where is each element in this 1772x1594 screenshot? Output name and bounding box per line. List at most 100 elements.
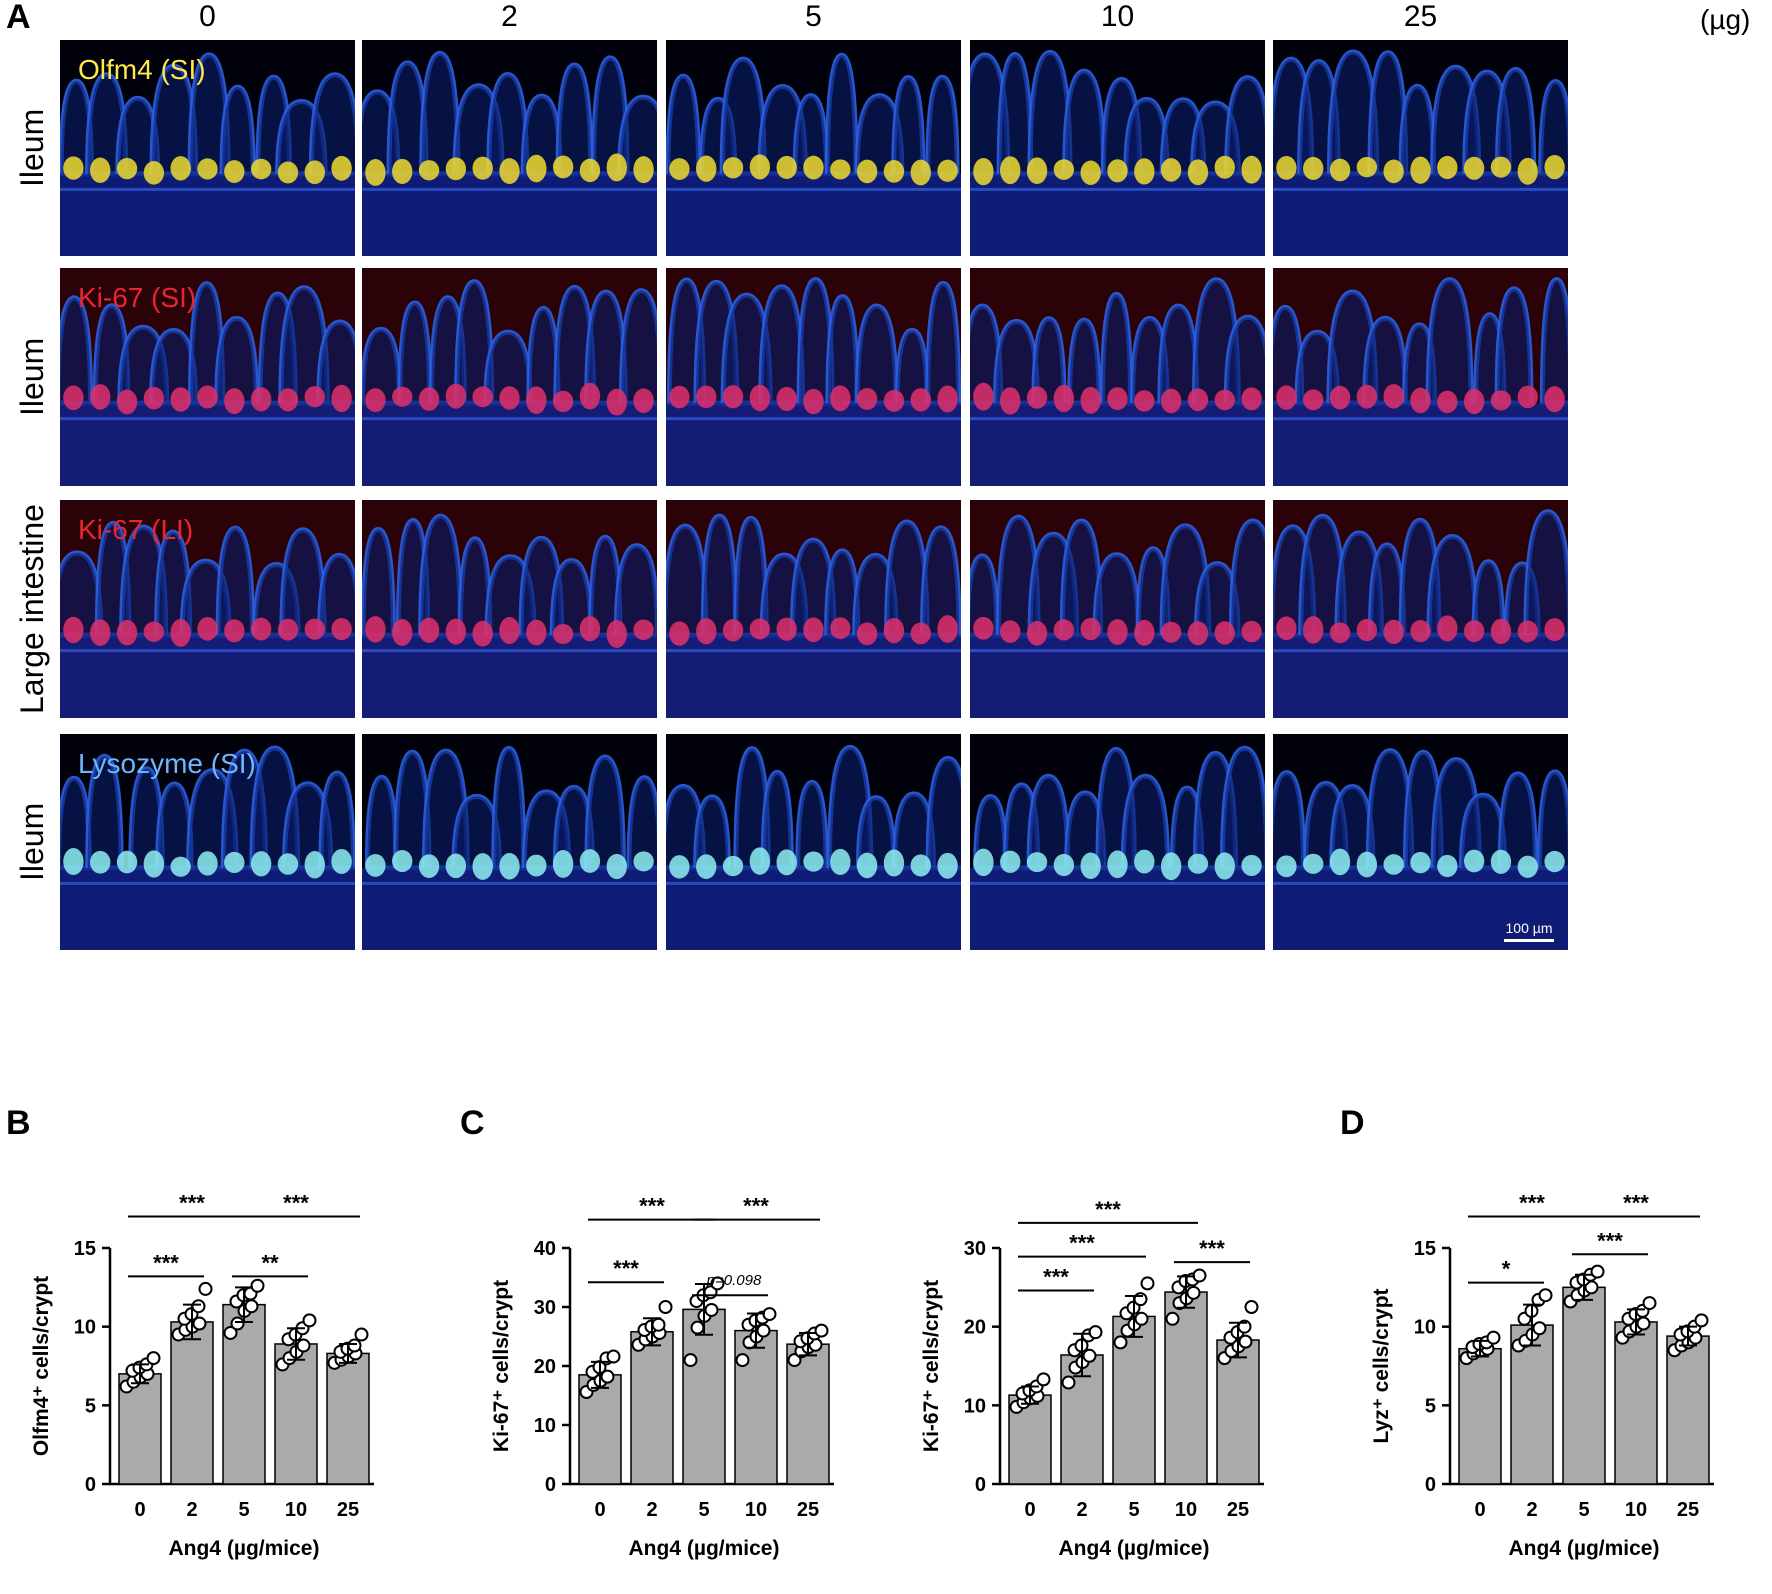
y-tick-label: 0 xyxy=(1425,1474,1436,1496)
y-tick-label: 5 xyxy=(85,1395,96,1417)
data-point xyxy=(1186,1285,1201,1300)
x-tick-label: 25 xyxy=(1677,1499,1699,1521)
y-tick-label: 10 xyxy=(534,1415,556,1437)
x-tick-label: 2 xyxy=(186,1499,197,1521)
x-tick-label: 10 xyxy=(1175,1499,1197,1521)
data-point xyxy=(296,1338,311,1353)
data-point xyxy=(1165,1311,1180,1326)
micrograph-tile: Olfm4 (SI) xyxy=(60,40,355,256)
data-point xyxy=(1192,1268,1207,1283)
x-tick-label: 10 xyxy=(1625,1499,1647,1521)
tissue-image xyxy=(60,745,355,950)
data-point xyxy=(704,1302,719,1317)
micrograph-tile xyxy=(362,40,657,256)
bar xyxy=(786,1343,830,1485)
chart-b: 0 5 10 15 Olfm4⁺ cells/crypt 0 2 5 10 25 Ang4 (µg/… xyxy=(0,1100,440,1594)
bar xyxy=(1562,1286,1606,1485)
significance-label: *** xyxy=(283,1191,309,1216)
y-tick-label: 0 xyxy=(545,1474,556,1496)
data-point xyxy=(146,1351,161,1366)
data-point xyxy=(354,1327,369,1342)
tissue-image xyxy=(362,279,657,486)
data-point xyxy=(1036,1372,1051,1387)
error-bar xyxy=(1177,1275,1195,1309)
tissue-image xyxy=(970,277,1265,486)
data-point xyxy=(1113,1335,1128,1350)
error-bar xyxy=(1627,1308,1645,1336)
micrograph-tile xyxy=(666,40,961,256)
bar xyxy=(1164,1291,1208,1485)
data-point xyxy=(1244,1300,1259,1314)
y-tick-label: 20 xyxy=(964,1317,986,1339)
x-tick-label: 25 xyxy=(1227,1499,1249,1521)
tissue-image xyxy=(362,513,657,718)
x-tick-label: 0 xyxy=(1474,1499,1485,1521)
significance-label: *** xyxy=(179,1191,205,1216)
y-tick-label: 10 xyxy=(1414,1317,1436,1339)
y-tick-label: 10 xyxy=(964,1395,986,1417)
chart-d: 0 5 10 15 Lyz⁺ cells/crypt 0 2 5 10 25 Ang4 (µg/mi… xyxy=(1340,1100,1772,1594)
x-tick-label: 25 xyxy=(337,1499,359,1521)
tissue-image xyxy=(60,52,355,256)
y-tick-label: 20 xyxy=(534,1356,556,1378)
error-bar xyxy=(235,1286,253,1323)
data-point xyxy=(1133,1292,1148,1307)
x-tick-label: 0 xyxy=(1024,1499,1035,1521)
y-tick-label: 10 xyxy=(74,1317,96,1339)
tissue-image xyxy=(1273,509,1568,718)
micrograph-tile xyxy=(1273,500,1568,718)
row-label: Large intestine xyxy=(14,504,50,714)
y-tick-label: 30 xyxy=(534,1297,556,1319)
data-point xyxy=(762,1307,777,1322)
tissue-image xyxy=(666,277,961,486)
micrograph-tile xyxy=(362,268,657,486)
y-tick-label: 30 xyxy=(964,1238,986,1260)
chart-c-left: 0 10 20 30 40 Ki-67⁺ cells/crypt 0 2 5 10 25 Ang4 (… xyxy=(460,1100,890,1594)
x-tick-label: 5 xyxy=(1578,1499,1589,1521)
dose-label: 0 xyxy=(199,0,216,33)
micrograph-tile xyxy=(666,734,961,950)
dose-label: 5 xyxy=(805,0,822,33)
dose-unit-label: (µg) xyxy=(1700,4,1751,35)
error-bar xyxy=(799,1331,817,1357)
x-axis-label: Ang4 (µg/mice) xyxy=(629,1537,780,1560)
y-tick-label: 0 xyxy=(85,1474,96,1496)
data-point xyxy=(1082,1348,1097,1363)
micrograph-tile: Ki-67 (LI) xyxy=(60,500,355,718)
dose-label: 2 xyxy=(501,0,518,33)
y-tick-label: 15 xyxy=(74,1238,96,1260)
bar xyxy=(1666,1335,1710,1485)
data-point xyxy=(1538,1288,1553,1303)
y-tick-label: 40 xyxy=(534,1238,556,1260)
significance-label: *** xyxy=(639,1194,665,1219)
error-bar xyxy=(339,1342,357,1364)
stain-label: Ki-67 (SI) xyxy=(78,282,197,313)
chart-c-right: 0 10 20 30 Ki-67⁺ cells/crypt 0 2 5 10 25 Ang4 (µg… xyxy=(890,1100,1330,1594)
tissue-image xyxy=(1273,49,1568,256)
x-tick-label: 2 xyxy=(646,1499,657,1521)
y-axis-label: Ki-67⁺ cells/crypt xyxy=(490,1280,513,1452)
data-point xyxy=(1238,1334,1253,1349)
significance-label: *** xyxy=(1519,1191,1545,1216)
error-bar xyxy=(1679,1325,1697,1347)
stain-label: Ki-67 (LI) xyxy=(78,514,194,545)
stain-label: Lysozyme (SI) xyxy=(78,748,256,779)
data-point xyxy=(198,1281,213,1296)
y-axis-label: Ki-67⁺ cells/crypt xyxy=(920,1280,943,1452)
x-tick-label: 2 xyxy=(1076,1499,1087,1521)
micrograph-tile xyxy=(362,500,657,718)
micrograph-tile xyxy=(1273,40,1568,256)
row-label: Ileum xyxy=(14,337,50,416)
significance-label: *** xyxy=(1597,1228,1623,1253)
data-point xyxy=(250,1278,265,1293)
panel-b-letter: B xyxy=(6,1104,31,1142)
data-point xyxy=(302,1313,317,1328)
row-label: Ileum xyxy=(14,108,50,187)
x-tick-label: 5 xyxy=(1128,1499,1139,1521)
data-point xyxy=(192,1316,207,1331)
x-axis-label: Ang4 (µg/mice) xyxy=(1509,1537,1660,1560)
tissue-image xyxy=(362,50,657,256)
